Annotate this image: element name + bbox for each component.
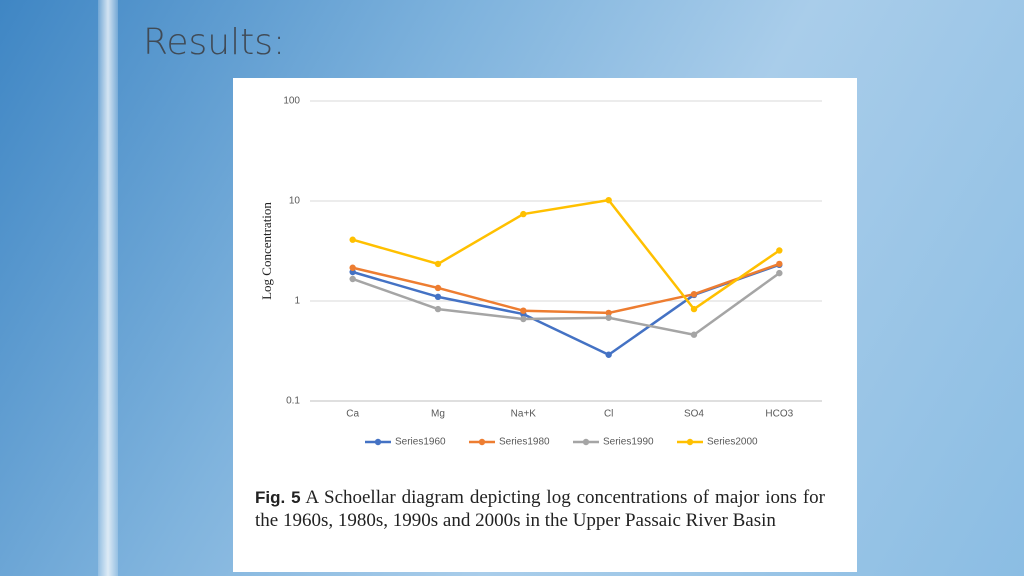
data-point [520,307,527,314]
data-point [349,236,356,243]
y-tick-label: 1 [294,296,300,307]
caption-text: A Schoellar diagram depicting log concen… [255,487,825,531]
data-point [434,260,442,268]
series-line [352,263,780,357]
legend-label: Series1990 [603,437,654,448]
series-line [352,272,781,336]
data-point [776,269,783,277]
series-line [352,262,780,315]
data-point [434,293,442,301]
caption: Fig. 5 A Schoellar diagram depicting log… [255,486,825,532]
data-point [605,351,612,358]
x-tick-label: Na+K [511,409,537,420]
y-axis-label: Log Concentration [259,202,274,300]
legend-marker [478,438,486,446]
slide-title: Results: [143,22,286,63]
legend-label: Series1960 [395,437,446,448]
series-line [352,198,781,311]
legend-label: Series2000 [707,437,758,448]
legend-label: Series1980 [499,437,550,448]
y-tick-label: 100 [283,96,300,107]
data-point [434,284,442,292]
x-tick-label: Mg [431,409,445,420]
x-tick-label: SO4 [684,409,704,420]
data-point [776,247,783,254]
data-point [520,210,527,218]
data-point [690,305,698,313]
x-tick-label: Ca [346,409,359,420]
legend-marker [686,438,694,446]
x-tick-label: Cl [604,409,613,420]
data-point [605,196,612,204]
data-point [776,260,783,268]
decor-band [98,0,118,576]
caption-label: Fig. 5 [255,488,301,507]
data-point [605,314,612,321]
data-point [520,315,527,323]
data-point [690,331,698,338]
y-tick-label: 0.1 [286,396,300,407]
data-point [434,305,442,313]
data-point [690,290,698,298]
x-tick-label: HCO3 [765,409,793,420]
data-point [349,264,356,271]
data-point [605,309,612,317]
legend-marker [374,438,382,446]
legend-marker [582,438,590,446]
y-tick-label: 10 [289,196,301,207]
data-point [349,275,356,283]
